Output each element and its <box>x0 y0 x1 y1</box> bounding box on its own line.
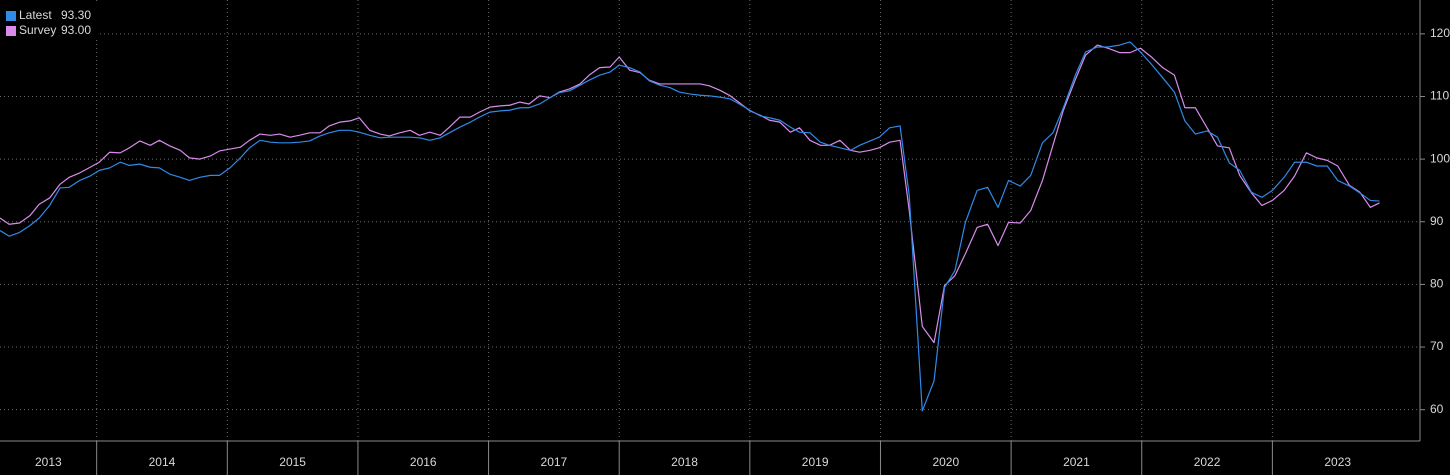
series-line <box>0 44 1380 344</box>
legend-value: 93.30 <box>61 8 91 22</box>
legend-value: 93.00 <box>61 23 91 37</box>
x-tick-label: 2020 <box>932 455 959 469</box>
y-tick-label: 80 <box>1430 277 1444 291</box>
y-tick-label: 100 <box>1430 151 1450 165</box>
x-tick-label: 2018 <box>671 455 698 469</box>
legend-swatch <box>6 11 16 21</box>
legend-label: Latest <box>19 8 52 22</box>
x-tick-label: 2023 <box>1324 455 1351 469</box>
y-tick-label: 90 <box>1430 214 1444 228</box>
x-tick-label: 2015 <box>279 455 306 469</box>
legend-swatch <box>6 26 16 36</box>
legend-label: Survey <box>19 23 56 37</box>
x-tick-label: 2014 <box>149 455 176 469</box>
x-tick-label: 2016 <box>410 455 437 469</box>
legend-box <box>0 4 98 40</box>
x-tick-label: 2017 <box>541 455 568 469</box>
x-tick-label: 2021 <box>1063 455 1090 469</box>
x-tick-label: 2013 <box>35 455 62 469</box>
y-tick-label: 60 <box>1430 402 1444 416</box>
x-tick-label: 2019 <box>802 455 829 469</box>
x-tick-label: 2022 <box>1194 455 1221 469</box>
y-tick-label: 120 <box>1430 26 1450 40</box>
legend: Latest 93.30 Survey 93.00 <box>0 4 98 40</box>
y-tick-label: 70 <box>1430 339 1444 353</box>
y-tick-label: 110 <box>1430 89 1449 103</box>
series-line <box>0 41 1380 412</box>
